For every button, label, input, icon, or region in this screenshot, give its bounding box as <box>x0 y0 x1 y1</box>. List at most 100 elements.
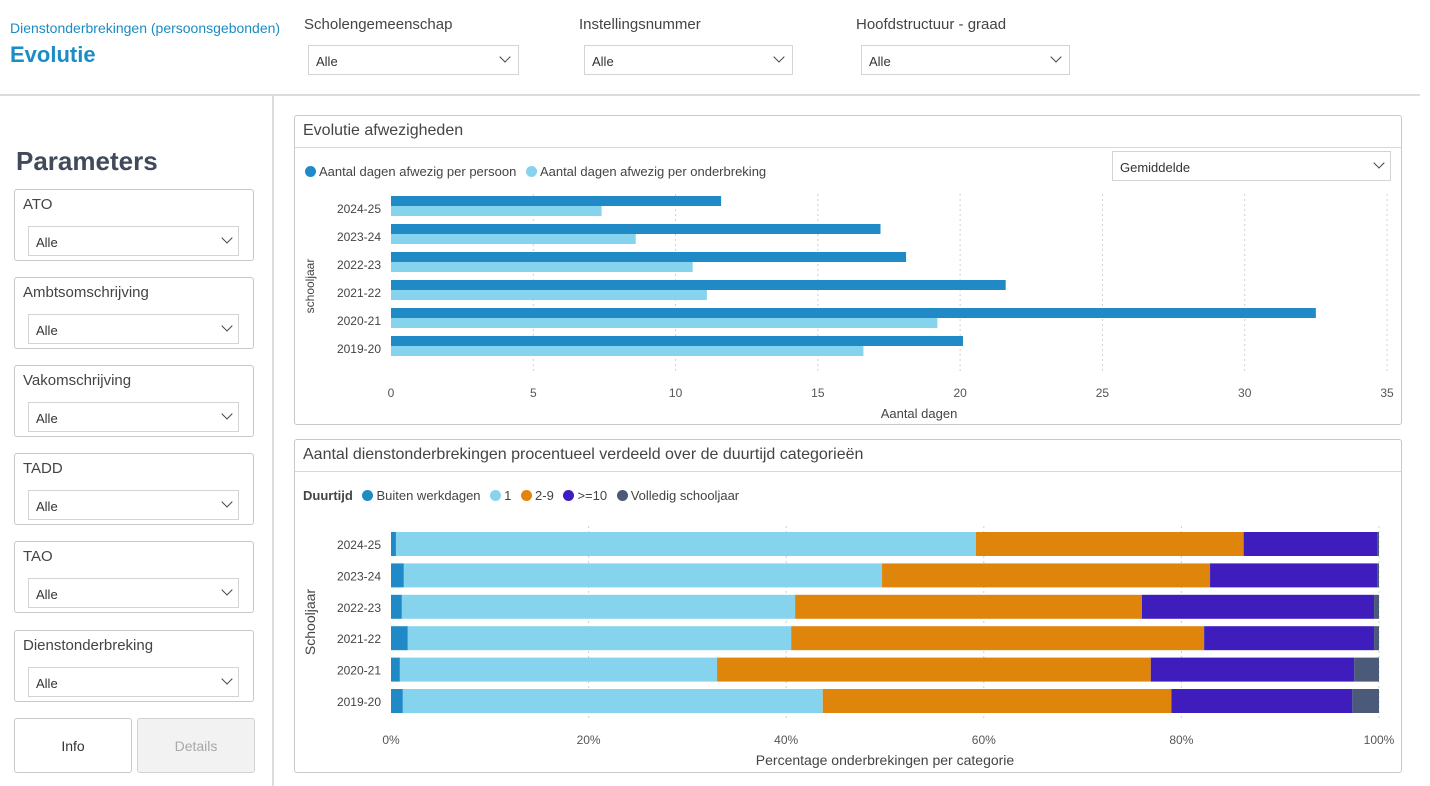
y-tick-label: 2019-20 <box>337 695 381 709</box>
x-tick-label: 0% <box>382 733 400 747</box>
bar <box>391 262 693 272</box>
chevron-down-icon <box>499 51 511 63</box>
info-button[interactable]: Info <box>14 718 132 773</box>
bar <box>391 252 907 262</box>
bar-segment <box>1354 657 1379 682</box>
legend-dot-icon <box>521 490 533 501</box>
x-tick-label: 5 <box>530 386 537 400</box>
legend-dot-icon <box>563 490 575 501</box>
aggregation-dropdown[interactable]: Gemiddelde <box>1112 151 1391 181</box>
dropdown-value: Gemiddelde <box>1120 160 1191 175</box>
legend-item[interactable]: Aantal dagen afwezig per persoon <box>305 164 516 179</box>
chart2-legend: Duurtijd Buiten werkdagen 1 2-9 >=10 Vol… <box>303 488 745 503</box>
y-tick-label: 2024-25 <box>337 538 381 552</box>
chevron-down-icon <box>221 320 233 332</box>
header-divider <box>0 94 1420 96</box>
dropdown-value: Alle <box>36 235 58 250</box>
param-label: TAO <box>23 548 53 565</box>
y-tick-label: 2021-22 <box>337 632 381 646</box>
bar-segment <box>1150 657 1355 682</box>
bar-segment <box>401 594 796 619</box>
hoofdstructuur-dropdown[interactable]: Alle <box>861 45 1070 75</box>
x-axis-label: Aantal dagen <box>881 406 958 421</box>
parameters-title: Parameters <box>16 146 158 176</box>
param-dienstonderbreking: Dienstonderbreking Alle <box>14 630 254 702</box>
bar <box>391 318 938 328</box>
bar-segment <box>1171 689 1353 713</box>
chevron-down-icon <box>221 408 233 420</box>
bar-segment <box>1377 532 1379 556</box>
bar-segment <box>882 563 1211 588</box>
y-axis-label: Schooljaar <box>302 589 318 655</box>
tao-dropdown[interactable]: Alle <box>28 578 239 608</box>
legend-label: 1 <box>504 488 512 503</box>
chart1-svg: 0 5 10 15 20 25 30 35 2024-25 2023-24 2022-23 2021-… <box>303 194 1394 421</box>
legend-dot-icon <box>305 166 316 177</box>
x-tick-label: 80% <box>1169 733 1193 747</box>
dropdown-value: Alle <box>869 54 891 69</box>
bar <box>391 196 722 206</box>
bar-segment <box>1377 563 1379 588</box>
legend-item[interactable]: Aantal dagen afwezig per onderbreking <box>525 164 766 179</box>
param-ambtsomschrijving: Ambtsomschrijving Alle <box>14 277 254 349</box>
y-tick-label: 2023-24 <box>337 569 381 583</box>
ato-dropdown[interactable]: Alle <box>28 226 239 256</box>
bar-segment <box>391 657 400 682</box>
y-tick-label: 2020-21 <box>337 664 381 678</box>
bar-segment <box>395 532 976 556</box>
legend-item[interactable]: Buiten werkdagen <box>362 488 481 503</box>
param-label: Ambtsomschrijving <box>23 284 149 301</box>
bar <box>391 234 636 244</box>
dropdown-value: Alle <box>36 499 58 514</box>
x-tick-label: 0 <box>388 386 395 400</box>
chart2-svg: 0% 20% 40% 60% 80% 100% 2024-25 2023-24 2022-23 2… <box>302 526 1395 768</box>
legend-item[interactable]: 1 <box>490 488 511 503</box>
tadd-dropdown[interactable]: Alle <box>28 490 239 520</box>
bar <box>391 336 963 346</box>
legend-label: 2-9 <box>535 488 554 503</box>
bar-segment <box>407 626 792 651</box>
chevron-down-icon <box>773 51 785 63</box>
details-button[interactable]: Details <box>137 718 255 773</box>
legend-label: Buiten werkdagen <box>376 488 481 503</box>
legend-item[interactable]: Volledig schooljaar <box>616 488 740 503</box>
ambtsomschrijving-dropdown[interactable]: Alle <box>28 314 239 344</box>
chevron-down-icon <box>221 584 233 596</box>
dropdown-value: Alle <box>592 54 614 69</box>
param-ato: ATO Alle <box>14 189 254 261</box>
duurtijd-verdeling-panel: Aantal dienstonderbrekingen procentueel … <box>294 439 1402 773</box>
dropdown-value: Alle <box>36 323 58 338</box>
y-tick-label: 2023-24 <box>337 230 381 244</box>
y-tick-label: 2022-23 <box>337 601 381 615</box>
bar-segment <box>975 532 1244 556</box>
bar-segment <box>717 657 1151 682</box>
instellingsnummer-dropdown[interactable]: Alle <box>584 45 793 75</box>
scholengemeenschap-dropdown[interactable]: Alle <box>308 45 519 75</box>
bar <box>391 308 1316 318</box>
chart1-legend: Aantal dagen afwezig per persoon Aantal … <box>305 164 772 179</box>
legend-item[interactable]: 2-9 <box>521 488 554 503</box>
panel-title: Aantal dienstonderbrekingen procentueel … <box>303 446 864 463</box>
bar-segment <box>1243 532 1378 556</box>
panel-title-divider <box>295 471 1401 472</box>
legend-item[interactable]: >=10 <box>563 488 607 503</box>
x-tick-label: 30 <box>1238 386 1252 400</box>
y-tick-label: 2020-21 <box>337 314 381 328</box>
x-tick-label: 40% <box>774 733 798 747</box>
bar-segment <box>1204 626 1375 651</box>
bar-segment <box>402 689 823 713</box>
bar-segment <box>1141 594 1375 619</box>
page-title: Evolutie <box>10 42 96 67</box>
y-tick-label: 2024-25 <box>337 202 381 216</box>
legend-label: Volledig schooljaar <box>630 488 740 503</box>
x-tick-label: 15 <box>811 386 825 400</box>
param-label: ATO <box>23 196 53 213</box>
x-tick-label: 25 <box>1096 386 1110 400</box>
bar-segment <box>399 657 718 682</box>
bar-segment <box>391 689 403 713</box>
param-tadd: TADD Alle <box>14 453 254 525</box>
dienstonderbreking-dropdown[interactable]: Alle <box>28 667 239 697</box>
vakomschrijving-dropdown[interactable]: Alle <box>28 402 239 432</box>
bar <box>391 346 864 356</box>
panel-title-divider <box>295 147 1401 148</box>
